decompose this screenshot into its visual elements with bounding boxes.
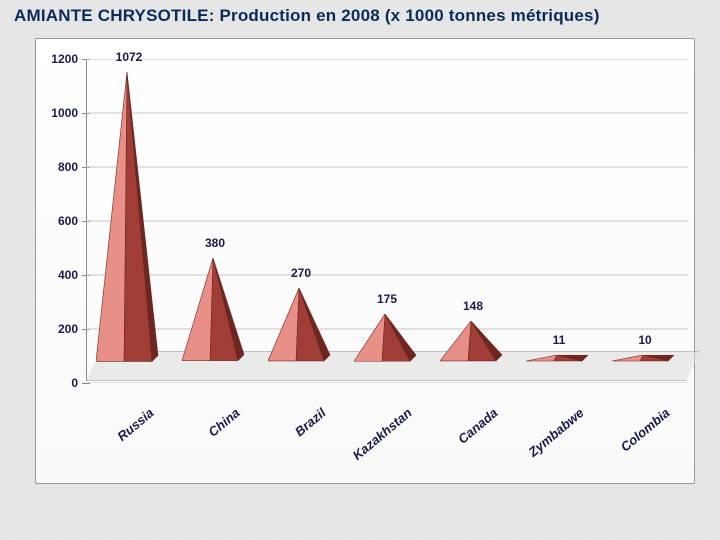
pyramid-bar bbox=[440, 321, 506, 371]
y-tick-label: 1200 bbox=[51, 52, 78, 66]
value-label: 11 bbox=[553, 333, 566, 347]
x-tick-label: Brazil bbox=[292, 405, 329, 439]
y-tick bbox=[82, 383, 90, 384]
value-label: 10 bbox=[638, 333, 651, 347]
pyramid-bar bbox=[612, 355, 678, 371]
y-tick-label: 800 bbox=[58, 160, 78, 174]
pyramid-bar bbox=[182, 258, 248, 371]
value-label: 148 bbox=[463, 299, 483, 313]
pyramid-bar bbox=[268, 288, 334, 371]
x-tick-label: Canada bbox=[455, 405, 501, 447]
chart-panel: 0 200 400 600 800 1000 1200 1072 380 270 175 148 11… bbox=[35, 38, 695, 484]
x-tick-label: Russia bbox=[114, 405, 156, 444]
pyramid-bar bbox=[96, 72, 162, 371]
page-title: AMIANTE CHRYSOTILE: Production en 2008 (… bbox=[14, 6, 714, 26]
y-tick-label: 200 bbox=[58, 322, 78, 336]
value-label: 270 bbox=[291, 266, 311, 280]
x-tick-label: Zymbabwe bbox=[526, 405, 587, 460]
value-label: 175 bbox=[377, 292, 397, 306]
y-tick-label: 400 bbox=[58, 268, 78, 282]
value-label: 380 bbox=[205, 236, 225, 250]
pyramid-bar bbox=[526, 355, 592, 371]
x-axis-labels: Russia China Brazil Kazakhstan Canada Zymbabw… bbox=[86, 391, 686, 483]
x-tick-label: China bbox=[205, 405, 242, 440]
x-tick-label: Kazakhstan bbox=[350, 405, 415, 463]
y-tick-label: 1000 bbox=[51, 106, 78, 120]
y-axis: 020040060080010001200 bbox=[46, 59, 87, 381]
plot-area: 10723802701751481110 bbox=[86, 59, 686, 381]
x-tick-label: Colombia bbox=[618, 405, 673, 455]
y-tick-label: 0 bbox=[71, 376, 78, 390]
value-label: 1072 bbox=[116, 50, 143, 64]
pyramid-bar bbox=[354, 314, 420, 371]
y-tick-label: 600 bbox=[58, 214, 78, 228]
